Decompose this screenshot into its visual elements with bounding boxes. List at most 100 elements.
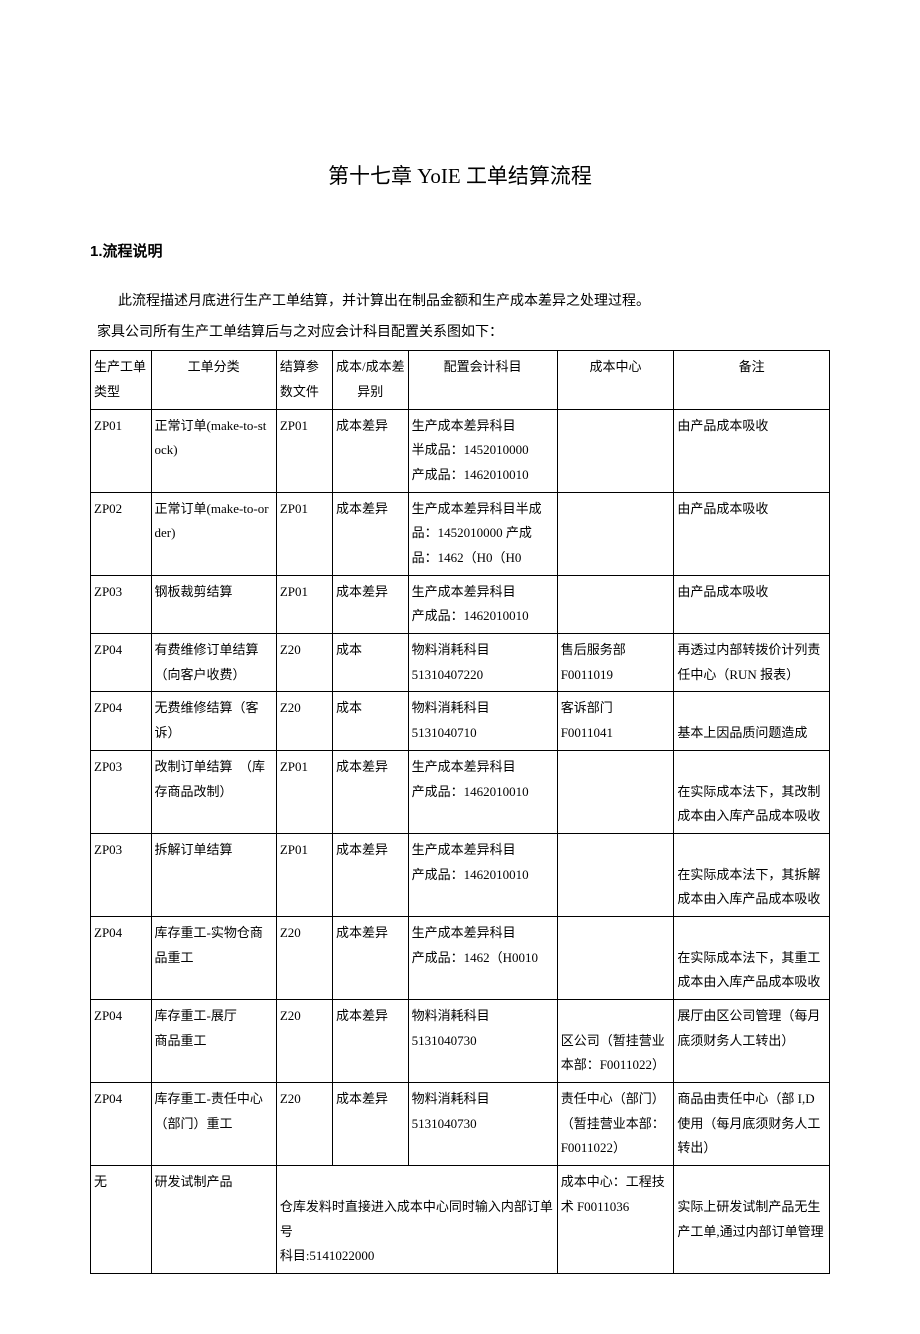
cell-c3: 成本	[332, 634, 408, 692]
cell-c6: 基本上因品质问题造成	[674, 692, 830, 750]
intro-paragraph-2: 家具公司所有生产工单结算后与之对应会计科目配置关系图如下：	[97, 320, 830, 347]
cell-c2: Z20	[276, 692, 332, 750]
th-cost-diff-l2: 异别	[357, 384, 383, 399]
document-page: 第十七章 YoIE 工单结算流程 1.流程说明 此流程描述月底进行生产工单结算，…	[0, 0, 920, 1334]
cell-c4: 生产成本差异科目产成品：1462010010	[408, 750, 557, 833]
cell-c4: 物料消耗科目5131040710	[408, 692, 557, 750]
cell-c5	[557, 492, 674, 575]
table-row: ZP03拆解订单结算ZP01成本差异生产成本差异科目产成品：1462010010…	[91, 833, 830, 916]
th-cost-diff: 成本/成本差 异别	[332, 351, 408, 409]
cell-c3: 成本差异	[332, 575, 408, 633]
cell-c4: 物料消耗科目5131040730	[408, 1083, 557, 1166]
cell-c5	[557, 833, 674, 916]
cell-c2: Z20	[276, 916, 332, 999]
cell-c0: ZP02	[91, 492, 152, 575]
table-row: ZP01正常订单(make-to-stock)ZP01成本差异生产成本差异科目半…	[91, 409, 830, 492]
cell-c6: 商品由责任中心（部 I,D 使用（每月底须财务人工转出）	[674, 1083, 830, 1166]
cell-c1: 研发试制产品	[151, 1166, 276, 1274]
table-body: ZP01正常订单(make-to-stock)ZP01成本差异生产成本差异科目半…	[91, 409, 830, 1273]
chapter-title: 第十七章 YoIE 工单结算流程	[90, 160, 830, 190]
cell-c6: 在实际成本法下，其拆解成本由入库产品成本吸收	[674, 833, 830, 916]
table-row: ZP04库存重工-责任中心（部门）重工Z20成本差异物料消耗科目51310407…	[91, 1083, 830, 1166]
cell-c0: ZP03	[91, 750, 152, 833]
cell-c0: ZP04	[91, 634, 152, 692]
cell-c0: 无	[91, 1166, 152, 1274]
cell-c1: 改制订单结算 （库存商品改制）	[151, 750, 276, 833]
cell-c6: 由产品成本吸收	[674, 575, 830, 633]
cell-c4: 生产成本差异科目半成品：1452010000 产成品：1462（H0（H0	[408, 492, 557, 575]
cell-c5: 区公司（暂挂营业本部：F0011022）	[557, 1000, 674, 1083]
cell-c2: ZP01	[276, 409, 332, 492]
th-cost-diff-l1: 成本/成本差	[336, 359, 405, 374]
cell-c4: 生产成本差异科目产成品：1462（H0010	[408, 916, 557, 999]
cell-c5	[557, 409, 674, 492]
section-1-heading: 1.流程说明	[90, 240, 830, 261]
title-yoie: YoIE	[417, 164, 460, 188]
cell-c4: 物料消耗科目5131040730	[408, 1000, 557, 1083]
cell-c5	[557, 750, 674, 833]
cell-c1: 钢板裁剪结算	[151, 575, 276, 633]
cell-c6: 由产品成本吸收	[674, 409, 830, 492]
th-order-type: 生产工单 类型	[91, 351, 152, 409]
cell-c6: 在实际成本法下，其改制成本由入库产品成本吸收	[674, 750, 830, 833]
cell-c5	[557, 916, 674, 999]
table-row: ZP04库存重工-实物仓商品重工Z20成本差异生产成本差异科目产成品：1462（…	[91, 916, 830, 999]
cell-merged: 仓库发料时直接进入成本中心同时输入内部订单号科目:5141022000	[276, 1166, 557, 1274]
table-row: ZP04无费维修结算（客诉）Z20成本物料消耗科目5131040710客诉部门F…	[91, 692, 830, 750]
cell-c1: 无费维修结算（客诉）	[151, 692, 276, 750]
cell-c1: 正常订单(make-to-stock)	[151, 409, 276, 492]
cell-c1: 拆解订单结算	[151, 833, 276, 916]
cell-c0: ZP04	[91, 1000, 152, 1083]
cell-c1: 库存重工-实物仓商品重工	[151, 916, 276, 999]
cell-c5: 客诉部门F0011041	[557, 692, 674, 750]
cell-c0: ZP04	[91, 1083, 152, 1166]
cell-c3: 成本差异	[332, 1000, 408, 1083]
cell-c1: 库存重工-展厅商品重工	[151, 1000, 276, 1083]
cell-c3: 成本差异	[332, 916, 408, 999]
cell-c3: 成本差异	[332, 1083, 408, 1166]
intro-paragraph-1: 此流程描述月底进行生产工单结算，并计算出在制品金额和生产成本差异之处理过程。	[90, 289, 830, 316]
th-order-type-l2: 类型	[94, 384, 120, 399]
cell-c4: 生产成本差异科目产成品：1462010010	[408, 575, 557, 633]
cell-c3: 成本差异	[332, 750, 408, 833]
table-row: ZP04库存重工-展厅商品重工Z20成本差异物料消耗科目5131040730区公…	[91, 1000, 830, 1083]
table-row: ZP03钢板裁剪结算ZP01成本差异生产成本差异科目产成品：1462010010…	[91, 575, 830, 633]
cell-c1: 正常订单(make-to-order)	[151, 492, 276, 575]
cell-c6: 在实际成本法下，其重工成本由入库产品成本吸收	[674, 916, 830, 999]
settlement-table: 生产工单 类型 工单分类 结算参 数文件 成本/成本差 异别 配置会计科目 成本…	[90, 350, 830, 1274]
cell-c0: ZP04	[91, 916, 152, 999]
cell-c0: ZP03	[91, 833, 152, 916]
cell-c2: Z20	[276, 634, 332, 692]
table-row: ZP04有费维修订单结算（向客户收费）Z20成本物料消耗科目5131040722…	[91, 634, 830, 692]
cell-c2: ZP01	[276, 492, 332, 575]
cell-c6: 再透过内部转拨价计列责任中心（RUN 报表）	[674, 634, 830, 692]
cell-c4: 生产成本差异科目半成品：1452010000产成品：1462010010	[408, 409, 557, 492]
table-row: ZP02正常订单(make-to-order)ZP01成本差异生产成本差异科目半…	[91, 492, 830, 575]
cell-c1: 库存重工-责任中心（部门）重工	[151, 1083, 276, 1166]
th-settle-file-l2: 数文件	[280, 384, 319, 399]
th-cost-center: 成本中心	[557, 351, 674, 409]
cell-c3: 成本	[332, 692, 408, 750]
th-order-type-l1: 生产工单	[94, 359, 146, 374]
cell-c2: Z20	[276, 1083, 332, 1166]
cell-c6: 展厅由区公司管理（每月底须财务人工转出）	[674, 1000, 830, 1083]
cell-c1: 有费维修订单结算（向客户收费）	[151, 634, 276, 692]
title-suffix: 工单结算流程	[461, 164, 592, 188]
table-row-last: 无研发试制产品仓库发料时直接进入成本中心同时输入内部订单号科目:51410220…	[91, 1166, 830, 1274]
table-header: 生产工单 类型 工单分类 结算参 数文件 成本/成本差 异别 配置会计科目 成本…	[91, 351, 830, 409]
cell-c5: 售后服务部F0011019	[557, 634, 674, 692]
cell-c6: 由产品成本吸收	[674, 492, 830, 575]
cell-c2: ZP01	[276, 833, 332, 916]
cell-c5	[557, 575, 674, 633]
cell-c3: 成本差异	[332, 833, 408, 916]
cell-c6: 实际上研发试制产品无生产工单,通过内部订单管理	[674, 1166, 830, 1274]
cell-c0: ZP04	[91, 692, 152, 750]
cell-c3: 成本差异	[332, 492, 408, 575]
th-settle-file-l1: 结算参	[280, 359, 319, 374]
cell-c4: 生产成本差异科目产成品：1462010010	[408, 833, 557, 916]
cell-c0: ZP01	[91, 409, 152, 492]
cell-c2: Z20	[276, 1000, 332, 1083]
th-account: 配置会计科目	[408, 351, 557, 409]
cell-c5: 成本中心：工程技术 F0011036	[557, 1166, 674, 1274]
cell-c4: 物料消耗科目51310407220	[408, 634, 557, 692]
